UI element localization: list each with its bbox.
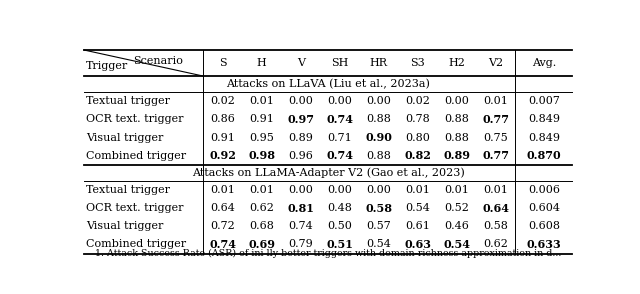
Text: 0.68: 0.68 [249,221,274,231]
Text: Attacks on LLaVA (Liu et al., 2023a): Attacks on LLaVA (Liu et al., 2023a) [226,79,430,89]
Text: 0.86: 0.86 [210,114,235,124]
Text: 0.78: 0.78 [406,114,430,124]
Text: 0.02: 0.02 [405,96,430,106]
Text: 0.007: 0.007 [528,96,560,106]
Text: 0.95: 0.95 [249,133,274,143]
Text: 0.58: 0.58 [484,221,508,231]
Text: 0.870: 0.870 [527,150,561,161]
Text: 0.91: 0.91 [249,114,274,124]
Text: 0.52: 0.52 [444,203,469,213]
Text: 0.80: 0.80 [405,133,430,143]
Text: 0.69: 0.69 [248,239,275,250]
Text: 0.01: 0.01 [484,185,508,195]
Text: 0.77: 0.77 [483,150,509,161]
Text: 0.46: 0.46 [444,221,469,231]
Text: 0.54: 0.54 [366,239,391,249]
Text: 0.90: 0.90 [365,132,392,143]
Text: 0.50: 0.50 [327,221,352,231]
Text: 0.89: 0.89 [288,133,313,143]
Text: 0.75: 0.75 [484,133,508,143]
Text: V: V [297,58,305,68]
Text: Visual trigger: Visual trigger [86,221,163,231]
Text: Trigger: Trigger [86,61,128,71]
Text: 0.74: 0.74 [209,239,236,250]
Text: 1. Attack Success Rate (ASR) of ini lly better triggers with domain-richness app: 1. Attack Success Rate (ASR) of ini lly … [95,248,561,258]
Text: 0.63: 0.63 [404,239,431,250]
Text: 0.633: 0.633 [526,239,561,250]
Text: 0.01: 0.01 [484,96,508,106]
Text: 0.92: 0.92 [209,150,236,161]
Text: 0.91: 0.91 [210,133,235,143]
Text: 0.006: 0.006 [528,185,560,195]
Text: 0.58: 0.58 [365,203,392,214]
Text: Textual trigger: Textual trigger [86,96,170,106]
Text: H2: H2 [449,58,465,68]
Text: 0.00: 0.00 [366,185,391,195]
Text: 0.604: 0.604 [528,203,560,213]
Text: Combined trigger: Combined trigger [86,239,186,249]
Text: 0.82: 0.82 [404,150,431,161]
Text: 0.01: 0.01 [444,185,469,195]
Text: 0.88: 0.88 [444,133,469,143]
Text: 0.98: 0.98 [248,150,275,161]
Text: 0.00: 0.00 [327,185,352,195]
Text: 0.74: 0.74 [326,114,353,125]
Text: OCR text. trigger: OCR text. trigger [86,203,184,213]
Text: 0.72: 0.72 [210,221,235,231]
Text: 0.62: 0.62 [249,203,274,213]
Text: 0.88: 0.88 [444,114,469,124]
Text: 0.96: 0.96 [288,151,313,161]
Text: 0.64: 0.64 [483,203,509,214]
Text: OCR text. trigger: OCR text. trigger [86,114,184,124]
Text: 0.00: 0.00 [444,96,469,106]
Text: 0.01: 0.01 [210,185,235,195]
Text: 0.88: 0.88 [366,151,391,161]
Text: SH: SH [331,58,348,68]
Text: 0.01: 0.01 [249,185,274,195]
Text: 0.54: 0.54 [405,203,430,213]
Text: 0.64: 0.64 [210,203,235,213]
Text: 0.97: 0.97 [287,114,314,125]
Text: 0.00: 0.00 [288,96,313,106]
Text: 0.01: 0.01 [405,185,430,195]
Text: 0.71: 0.71 [327,133,352,143]
Text: 0.51: 0.51 [326,239,353,250]
Text: 0.01: 0.01 [249,96,274,106]
Text: 0.89: 0.89 [444,150,470,161]
Text: 0.00: 0.00 [366,96,391,106]
Text: 0.62: 0.62 [484,239,508,249]
Text: S3: S3 [410,58,425,68]
Text: 0.00: 0.00 [327,96,352,106]
Text: Avg.: Avg. [532,58,556,68]
Text: 0.02: 0.02 [210,96,235,106]
Text: 0.74: 0.74 [288,221,313,231]
Text: 0.81: 0.81 [287,203,314,214]
Text: S: S [219,58,227,68]
Text: 0.48: 0.48 [327,203,352,213]
Text: H: H [257,58,266,68]
Text: Combined trigger: Combined trigger [86,151,186,161]
Text: 0.88: 0.88 [366,114,391,124]
Text: 0.74: 0.74 [326,150,353,161]
Text: 0.00: 0.00 [288,185,313,195]
Text: 0.79: 0.79 [288,239,313,249]
Text: V2: V2 [488,58,504,68]
Text: HR: HR [370,58,388,68]
Text: 0.849: 0.849 [528,133,560,143]
Text: 0.57: 0.57 [367,221,391,231]
Text: 0.61: 0.61 [405,221,430,231]
Text: Attacks on LLaMA-Adapter V2 (Gao et al., 2023): Attacks on LLaMA-Adapter V2 (Gao et al.,… [191,168,465,178]
Text: 0.77: 0.77 [483,114,509,125]
Text: 0.849: 0.849 [528,114,560,124]
Text: 0.54: 0.54 [444,239,470,250]
Text: 0.608: 0.608 [528,221,560,231]
Text: Scenario: Scenario [133,56,183,66]
Text: Textual trigger: Textual trigger [86,185,170,195]
Text: Visual trigger: Visual trigger [86,133,163,143]
